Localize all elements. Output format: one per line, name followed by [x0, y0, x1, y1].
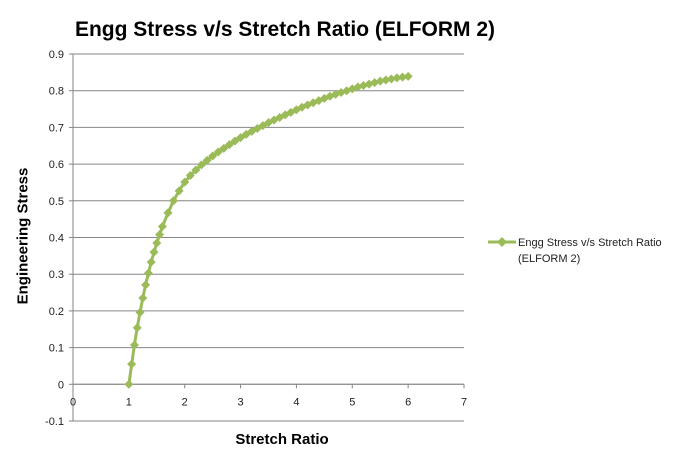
data-point	[155, 230, 165, 240]
data-point	[392, 73, 402, 83]
x-tick-label: 0	[70, 396, 76, 408]
data-point	[185, 170, 195, 180]
data-point	[129, 340, 139, 350]
x-tick-label: 7	[461, 396, 467, 408]
data-point	[398, 72, 408, 82]
y-tick-label: 0.5	[49, 196, 64, 208]
data-point	[152, 238, 162, 248]
x-tick-label: 1	[126, 396, 132, 408]
y-tick-label: 0.4	[49, 233, 64, 245]
x-tick-label: 6	[405, 396, 411, 408]
data-point	[143, 268, 153, 278]
gridlines	[73, 53, 464, 422]
data-point	[213, 147, 223, 157]
data-point	[146, 257, 156, 267]
data-point	[191, 165, 201, 175]
data-point	[169, 196, 179, 206]
y-axis-label: Engineering Stress	[14, 167, 32, 305]
x-tick-label: 5	[349, 396, 355, 408]
data-point	[196, 160, 206, 170]
data-point	[135, 307, 145, 317]
y-tick-label: 0.1	[49, 343, 64, 355]
y-tick-labels: -0.1 0 0.1 0.2 0.3 0.4 0.5 0.6 0.7 0.8 0.9	[45, 49, 64, 428]
data-point	[208, 151, 218, 161]
data-point	[219, 143, 229, 153]
y-tick-label: -0.1	[45, 416, 64, 428]
legend-swatch	[488, 237, 516, 247]
data-series	[124, 71, 413, 389]
data-point	[157, 221, 167, 231]
y-tick-label: 0.3	[49, 269, 64, 281]
data-point	[124, 379, 134, 389]
data-point	[224, 140, 234, 150]
data-point	[163, 208, 173, 218]
x-tick-label: 2	[182, 396, 188, 408]
y-tick-label: 0.8	[49, 86, 64, 98]
data-point	[132, 323, 142, 333]
legend-label: Engg Stress v/s Stretch Ratio (ELFORM 2)	[518, 237, 662, 265]
y-tick-label: 0.2	[49, 306, 64, 318]
data-point	[138, 293, 148, 303]
data-point	[180, 177, 190, 187]
x-axis-label: Stretch Ratio	[235, 431, 329, 448]
data-point	[149, 247, 159, 257]
y-tick-label: 0.7	[49, 122, 64, 134]
axes	[69, 53, 465, 422]
x-tick-labels: 0 1 2 3 4 5 6 7	[70, 396, 467, 408]
y-tick-label: 0.9	[49, 49, 64, 61]
data-point	[403, 71, 413, 81]
y-tick-label: 0	[58, 379, 64, 391]
data-point	[127, 359, 137, 369]
x-tick-label: 4	[293, 396, 299, 408]
data-point	[252, 124, 262, 134]
data-point	[202, 155, 212, 165]
y-tick-label: 0.6	[49, 159, 64, 171]
x-tick-label: 3	[238, 396, 244, 408]
data-point	[174, 186, 184, 196]
data-point	[141, 280, 151, 290]
chart-title: Engg Stress v/s Stretch Ratio (ELFORM 2)	[74, 18, 496, 41]
